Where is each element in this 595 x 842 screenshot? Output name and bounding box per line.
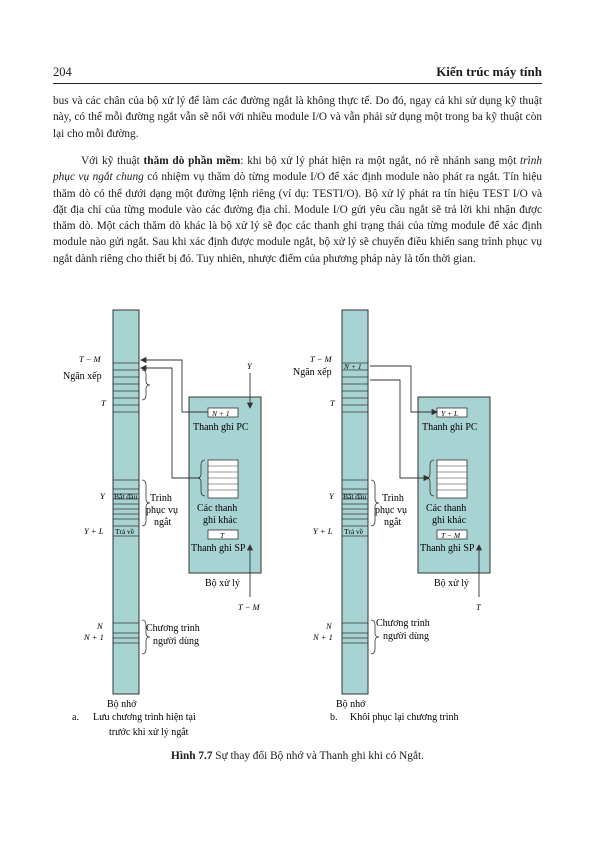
label-n-b: N	[325, 621, 333, 631]
figure-caption: Hình 7.7 Sự thay đổi Bộ nhớ và Thanh ghi…	[0, 750, 595, 762]
caption-b-1: Khôi phục lại chương trình	[350, 712, 458, 723]
label-stack-a: Ngăn xếp	[63, 371, 102, 382]
regs-text-b-2: ghi khác	[432, 515, 467, 526]
label-n-a: N	[96, 621, 104, 631]
label-stack-b: Ngăn xếp	[293, 367, 332, 378]
caption-a-2: trước khi xử lý ngắt	[109, 727, 189, 738]
user-text-b-2: người dùng	[383, 631, 429, 642]
user-text-b-1: Chương trình	[376, 618, 430, 629]
term-software-poll: thăm dò phần mềm	[143, 155, 241, 167]
cell-return-a: Trả về	[115, 527, 135, 536]
regs-text-a-2: ghi khác	[203, 515, 238, 526]
pc-value-a: N + 1	[211, 409, 230, 418]
processor-label-b: Bộ xử lý	[434, 578, 469, 589]
isr-text-a-3: ngắt	[154, 517, 171, 528]
regs-text-a-1: Các thanh	[197, 503, 237, 514]
other-registers-b	[436, 459, 468, 499]
memory-label-b: Bộ nhớ	[336, 699, 366, 710]
label-yl-b: Y + L	[313, 526, 333, 536]
sp-register-b	[436, 529, 468, 540]
pc-value-b: Y + L	[441, 409, 458, 418]
arrow-pc-to-stack-a	[140, 356, 208, 413]
label-tm-a: T − M	[79, 354, 102, 364]
stack-cell-b: N + 1	[343, 362, 362, 371]
caption-a-1: Lưu chương trình hiện tại	[93, 712, 196, 723]
label-yl-a: Y + L	[84, 526, 104, 536]
brace-user-b	[370, 619, 380, 655]
term-generic-isr: trình phục vụ ngắt chung	[53, 155, 542, 184]
caption-letter-b: b.	[330, 712, 338, 723]
stack-lines-b	[342, 362, 368, 644]
arrow-top-label-a: Y	[247, 361, 253, 371]
other-registers-a	[207, 459, 239, 499]
page-header: 204 Kiến trúc máy tính	[53, 63, 542, 84]
user-text-a-2: người dùng	[153, 636, 199, 647]
paragraph-2: Với kỹ thuật thăm dò phần mềm: khi bộ xử…	[53, 155, 542, 265]
brace-isr-b	[370, 479, 380, 527]
label-tm-b: T − M	[310, 354, 333, 364]
paragraph-1: bus và các chân của bộ xử lý để làm các …	[53, 95, 542, 140]
book-title: Kiến trúc máy tính	[436, 64, 542, 79]
label-y-a: Y	[100, 491, 106, 501]
caption-letter-a: a.	[72, 712, 79, 723]
brace-user-a	[141, 619, 151, 655]
figure-caption-text: Sự thay đổi Bộ nhớ và Thanh ghi khi có N…	[212, 750, 424, 762]
cell-start-b: Bắt đầu	[343, 492, 366, 501]
label-y-b: Y	[329, 491, 335, 501]
user-text-a-1: Chương trình	[146, 623, 200, 634]
pc-label-a: Thanh ghi PC	[193, 422, 249, 433]
cell-return-b: Trả về	[344, 527, 364, 536]
memory-column-b	[341, 309, 369, 695]
panel-a: T − M Ngăn xếp T Y Y + L N N + 1 Bắt đầu…	[63, 309, 262, 738]
isr-text-a-2: phục vụ	[146, 505, 178, 516]
isr-text-a-1: Trình	[150, 493, 172, 504]
arrow-stack-to-pc-b	[370, 365, 438, 416]
arrow-bottom-label-a: T − M	[238, 602, 261, 612]
arrow-stack-to-regs-b	[370, 379, 430, 482]
sp-register-a	[207, 529, 239, 540]
memory-label-a: Bộ nhớ	[107, 699, 137, 710]
label-t-b: T	[330, 398, 336, 408]
isr-text-b-2: phục vụ	[375, 505, 407, 516]
isr-text-b-1: Trình	[382, 493, 404, 504]
arrow-regs-to-stack-a	[140, 364, 200, 479]
figure-number: Hình 7.7	[171, 750, 213, 762]
pc-register-a	[207, 407, 239, 418]
label-n1-b: N + 1	[312, 632, 333, 642]
figure-7-7: T − M Ngăn xếp T Y Y + L N N + 1 Bắt đầu…	[63, 309, 491, 738]
sp-label-a: Thanh ghi SP	[191, 543, 246, 554]
panel-b: N + 1 T − M Ngăn xếp T Y Y + L N N + 1 B…	[293, 309, 491, 723]
page-number: 204	[53, 65, 72, 79]
label-t-a: T	[101, 398, 107, 408]
regs-text-b-1: Các thanh	[426, 503, 466, 514]
label-n1-a: N + 1	[83, 632, 104, 642]
memory-column-a	[112, 309, 140, 695]
sp-value-a: T	[220, 531, 225, 540]
sp-value-b: T − M	[441, 531, 461, 540]
sp-label-b: Thanh ghi SP	[420, 543, 475, 554]
cell-start-a: Bắt đầu	[114, 492, 137, 501]
stack-lines-a	[113, 362, 139, 644]
pc-label-b: Thanh ghi PC	[422, 422, 478, 433]
arrow-bottom-label-b: T	[476, 602, 482, 612]
isr-text-b-3: ngắt	[384, 517, 401, 528]
brace-isr-a	[141, 479, 151, 527]
brace-stack-a	[141, 369, 151, 401]
processor-label-a: Bộ xử lý	[205, 578, 240, 589]
